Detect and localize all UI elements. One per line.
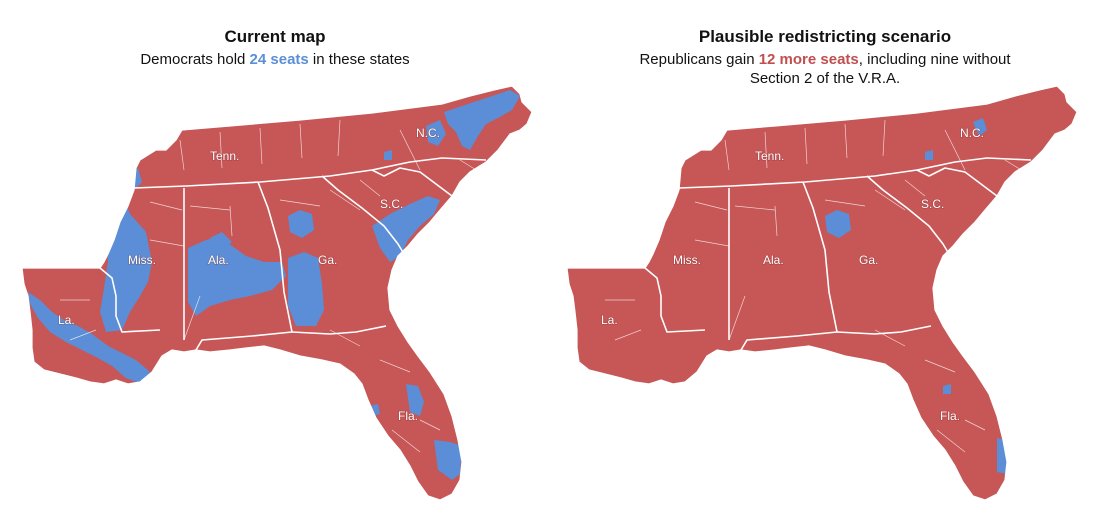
scenario-map-header: Plausible redistricting scenario Republi… bbox=[550, 26, 1100, 88]
scenario-state-labels: Tenn. N.C. S.C. Miss. Ala. Ga. La. Fla. bbox=[600, 125, 984, 423]
current-map-title: Current map bbox=[224, 27, 326, 46]
democratic-districts bbox=[825, 118, 1007, 474]
dem-district-fl-orlando bbox=[406, 384, 424, 416]
republican-region bbox=[567, 86, 1077, 500]
state-label-la: La. bbox=[601, 313, 618, 327]
current-map-panel: Current map Democrats hold 24 seats in t… bbox=[0, 26, 550, 501]
scenario-region bbox=[566, 85, 1078, 501]
state-label-sc: S.C. bbox=[380, 197, 403, 211]
scenario-map-panel: Plausible redistricting scenario Republi… bbox=[550, 0, 1100, 531]
state-borders bbox=[644, 157, 1032, 351]
state-label-ala: Ala. bbox=[208, 253, 229, 267]
scenario-map-title: Plausible redistricting scenario bbox=[698, 27, 952, 46]
dem-district-nc-triangle bbox=[973, 118, 987, 136]
state-label-ga: Ga. bbox=[318, 253, 337, 267]
state-borders bbox=[99, 157, 487, 351]
current-map-header: Current map Democrats hold 24 seats in t… bbox=[0, 26, 550, 69]
dem-district-al-birmingham bbox=[210, 232, 232, 250]
dem-district-ga-atlanta bbox=[825, 210, 851, 238]
district-lines bbox=[60, 119, 487, 453]
state-label-nc: N.C. bbox=[960, 126, 984, 140]
dem-district-fl-south bbox=[434, 440, 462, 480]
state-label-ga: Ga. bbox=[859, 253, 878, 267]
state-label-nc: N.C. bbox=[416, 126, 440, 140]
state-label-ala: Ala. bbox=[763, 253, 784, 267]
scenario-district-map: Tenn. N.C. S.C. Miss. Ala. Ga. La. Fla. bbox=[566, 85, 1078, 501]
dem-district-ga-2 bbox=[288, 252, 324, 326]
state-label-miss: Miss. bbox=[673, 253, 701, 267]
state-label-miss: Miss. bbox=[128, 253, 156, 267]
dem-district-nc-charlotte bbox=[925, 150, 933, 160]
state-label-tenn: Tenn. bbox=[210, 149, 239, 163]
state-label-fla: Fla. bbox=[940, 409, 960, 423]
state-label-tenn: Tenn. bbox=[755, 149, 784, 163]
state-label-fla: Fla. bbox=[398, 409, 418, 423]
republican-region bbox=[22, 86, 532, 500]
dem-seat-count: 24 seats bbox=[249, 51, 309, 68]
dem-district-nc-east bbox=[444, 90, 520, 150]
dem-district-sc-6 bbox=[372, 196, 440, 262]
current-map-subtitle: Democrats hold 24 seats in these states bbox=[140, 51, 410, 68]
dem-district-la-2 bbox=[28, 292, 150, 384]
dem-district-al bbox=[188, 236, 286, 316]
dem-district-fl-orlando bbox=[943, 384, 951, 394]
state-label-sc: S.C. bbox=[921, 197, 944, 211]
current-region bbox=[21, 85, 533, 501]
rep-seat-gain: 12 more seats bbox=[758, 51, 859, 68]
dem-district-ga-atlanta bbox=[288, 210, 314, 238]
district-lines bbox=[605, 119, 1032, 453]
dem-district-nc-charlotte bbox=[384, 150, 392, 160]
scenario-map-subtitle: Republicans gain 12 more seats, includin… bbox=[639, 51, 1011, 87]
current-district-map: Tenn. N.C. S.C. Miss. Ala. Ga. La. Fla. bbox=[21, 85, 533, 501]
dem-district-nc-triangle bbox=[426, 120, 446, 146]
current-state-labels: Tenn. N.C. S.C. Miss. Ala. Ga. La. Fla. bbox=[57, 125, 440, 423]
state-label-la: La. bbox=[58, 313, 75, 327]
